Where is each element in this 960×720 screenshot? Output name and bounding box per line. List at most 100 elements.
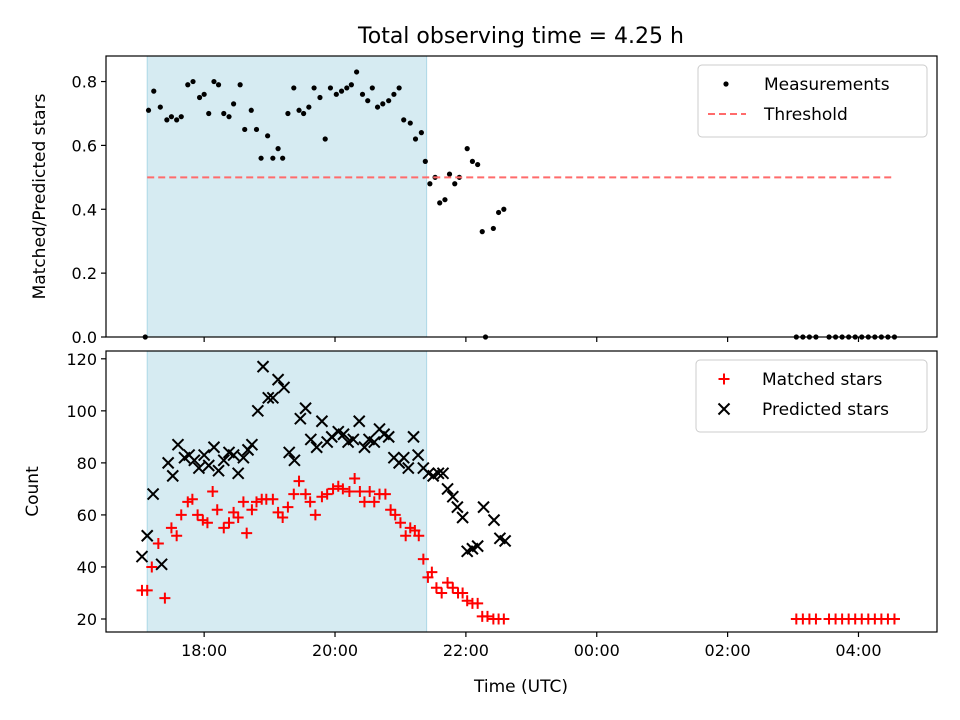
measurement-point xyxy=(151,88,157,94)
x-tick-label: 20:00 xyxy=(312,641,358,660)
predicted-stars-point xyxy=(237,451,250,464)
predicted-stars-point xyxy=(227,448,240,462)
measurement-point xyxy=(190,78,196,85)
measurement-point xyxy=(464,146,470,152)
measurement-point xyxy=(442,197,448,203)
matched-stars-point xyxy=(354,486,366,497)
measurement-point xyxy=(327,85,334,91)
measurement-point xyxy=(211,78,217,85)
axes-frame xyxy=(105,350,938,633)
measurement-point xyxy=(215,82,222,88)
measurement-point xyxy=(168,114,175,120)
predicted-stars-point xyxy=(135,550,149,563)
predicted-stars-point xyxy=(456,511,469,524)
matched-stars-point xyxy=(146,561,158,573)
top-panel-ratio: 0.0 0.2 0.4 0.6 0.8 Matched/Predicted stars Me… xyxy=(30,55,938,347)
y-axis-label: Matched/Predicted stars xyxy=(30,93,50,299)
measurement-point xyxy=(306,104,312,110)
predicted-stars-point xyxy=(202,459,215,472)
predicted-stars-point xyxy=(207,441,221,454)
measurement-point xyxy=(237,82,243,88)
x-tick-label: 00:00 xyxy=(574,641,620,660)
chart-title: Total observing time = 4.25 h xyxy=(357,24,684,49)
matched-stars-point xyxy=(461,595,473,607)
matched-stars-point xyxy=(442,577,454,589)
legend: Matched stars Predicted stars xyxy=(695,359,928,433)
matched-stars-point xyxy=(472,597,484,609)
measurement-point xyxy=(407,120,413,126)
legend-swatch-predicted-stars xyxy=(717,402,731,416)
measurement-point xyxy=(201,91,207,97)
matched-stars-point xyxy=(343,486,355,497)
measurement-point xyxy=(501,206,507,212)
predicted-stars-point xyxy=(337,428,350,441)
measurement-point xyxy=(412,136,419,142)
matched-stars-point xyxy=(321,488,333,500)
measurement-point xyxy=(185,82,191,88)
measurement-point xyxy=(196,94,203,101)
predicted-stars-point xyxy=(477,500,490,514)
matched-stars-point xyxy=(267,493,279,505)
matched-stars-point xyxy=(426,566,438,578)
matched-stars-point xyxy=(186,493,198,505)
matched-stars-point xyxy=(211,504,223,516)
matched-stars-point xyxy=(175,509,187,521)
legend-swatch-matched-stars xyxy=(718,373,730,385)
y-tick-label: 80 xyxy=(77,454,97,473)
matched-stars-point xyxy=(304,496,316,508)
predicted-stars-point xyxy=(251,404,265,418)
predicted-stars-point xyxy=(368,435,381,449)
matched-stars-point xyxy=(201,517,213,529)
measurement-point xyxy=(226,114,232,120)
measurement-point xyxy=(365,98,371,104)
bottom-panel-counts: 20 40 60 80 100 120 18:00 20:00 22:00 00:00 02:00 0… xyxy=(23,350,938,660)
series-matched-stars xyxy=(136,472,900,625)
predicted-stars-point xyxy=(146,487,160,501)
matched-stars-point xyxy=(368,496,380,508)
predicted-stars-point xyxy=(212,464,225,477)
measurement-point xyxy=(452,181,458,187)
matched-stars-point xyxy=(165,522,177,534)
predicted-stars-point xyxy=(446,490,460,503)
matched-stars-point xyxy=(498,613,510,625)
matched-stars-point xyxy=(207,486,219,497)
measurement-point xyxy=(242,126,248,133)
y-tick-label: 120 xyxy=(66,350,97,369)
measurement-point xyxy=(348,82,354,88)
measurement-point xyxy=(401,117,407,123)
matched-stars-point xyxy=(413,530,425,542)
measurement-point xyxy=(369,85,375,91)
predicted-stars-point xyxy=(347,433,360,446)
predicted-stars-point xyxy=(283,446,296,459)
legend: Measurements Threshold xyxy=(697,64,928,138)
x-tick-label: 04:00 xyxy=(835,641,881,660)
measurement-point xyxy=(178,114,184,120)
y-tick-label: 60 xyxy=(77,506,97,525)
matched-stars-point xyxy=(277,512,289,524)
y-tick-label: 0.0 xyxy=(72,328,97,347)
measurement-point xyxy=(344,85,350,91)
predicted-stars-point xyxy=(304,433,318,446)
legend-label-measurements: Measurements xyxy=(764,75,890,95)
matched-stars-point xyxy=(250,496,262,508)
measurement-point xyxy=(427,181,433,187)
matched-stars-point xyxy=(241,527,253,539)
matched-stars-point xyxy=(300,488,312,500)
matched-stars-point xyxy=(159,592,171,604)
predicted-stars-point xyxy=(294,412,307,425)
matched-stars-point xyxy=(288,488,300,500)
matched-stars-point xyxy=(223,517,235,529)
matched-stars-point xyxy=(309,509,321,521)
measurement-point xyxy=(418,130,424,136)
predicted-stars-point xyxy=(217,454,230,467)
matched-stars-point xyxy=(192,509,204,521)
matched-stars-point xyxy=(810,613,822,625)
predicted-stars-point xyxy=(231,467,245,480)
legend-box xyxy=(697,64,928,138)
axes-frame xyxy=(105,55,938,338)
y-tick-label: 40 xyxy=(77,558,97,577)
measurement-point xyxy=(338,88,345,94)
measurement-point xyxy=(145,107,152,113)
predicted-stars-point xyxy=(161,456,175,470)
measurement-point xyxy=(275,146,281,152)
